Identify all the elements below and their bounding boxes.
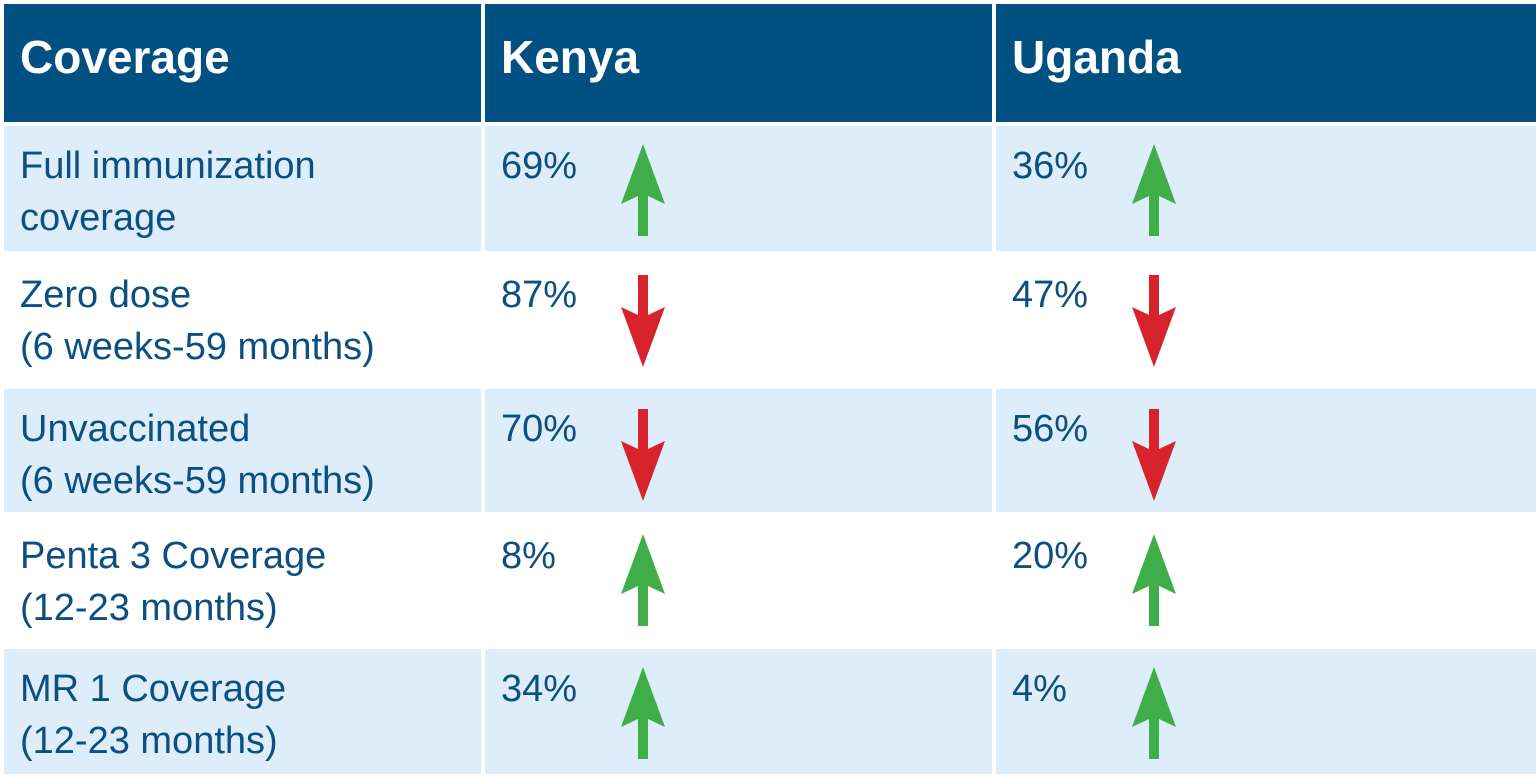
uganda-value: 36%	[1012, 145, 1089, 187]
row-label-cell: Penta 3 Coverage (12-23 months)	[4, 516, 481, 645]
arrow-shape	[1132, 409, 1176, 501]
row-label-cell: Unvaccinated (6 weeks-59 months)	[4, 389, 481, 512]
arrow-shape	[1132, 144, 1176, 236]
kenya-cell: 87%	[485, 255, 992, 385]
kenya-value: 70%	[501, 408, 578, 450]
arrow-up-icon	[621, 534, 665, 626]
row-sublabel: coverage	[20, 197, 177, 239]
uganda-value: 4%	[1012, 668, 1067, 710]
row-label: Unvaccinated	[20, 408, 251, 450]
arrow-up-icon	[621, 667, 665, 759]
arrow-up-icon	[1132, 144, 1176, 236]
uganda-cell: 36%	[996, 126, 1536, 251]
header-kenya: Kenya	[485, 4, 992, 122]
row-label: MR 1 Coverage	[20, 668, 287, 710]
arrow-shape	[621, 667, 665, 759]
uganda-value: 47%	[1012, 274, 1089, 316]
arrow-shape	[621, 534, 665, 626]
arrow-down-icon	[621, 409, 665, 501]
row-sublabel: (12-23 months)	[20, 587, 278, 629]
arrow-shape	[1132, 667, 1176, 759]
arrow-down-icon	[1132, 275, 1176, 367]
kenya-value: 69%	[501, 145, 578, 187]
row-label-cell: MR 1 Coverage (12-23 months)	[4, 649, 481, 774]
arrow-shape	[621, 144, 665, 236]
kenya-value: 8%	[501, 535, 556, 577]
row-sublabel: (6 weeks-59 months)	[20, 460, 375, 502]
uganda-cell: 4%	[996, 649, 1536, 774]
uganda-cell: 47%	[996, 255, 1536, 385]
row-sublabel: (6 weeks-59 months)	[20, 326, 375, 368]
row-label: Zero dose	[20, 274, 192, 316]
header-coverage: Coverage	[4, 4, 481, 122]
arrow-shape	[1132, 275, 1176, 367]
row-label: Penta 3 Coverage	[20, 535, 327, 577]
row-label-cell: Full immunization coverage	[4, 126, 481, 251]
arrow-shape	[621, 275, 665, 367]
arrow-up-icon	[621, 144, 665, 236]
kenya-cell: 34%	[485, 649, 992, 774]
uganda-value: 56%	[1012, 408, 1089, 450]
arrow-shape	[1132, 534, 1176, 626]
uganda-cell: 56%	[996, 389, 1536, 512]
row-sublabel: (12-23 months)	[20, 720, 278, 762]
header-uganda: Uganda	[996, 4, 1536, 122]
uganda-value: 20%	[1012, 535, 1089, 577]
coverage-table: Coverage Kenya Uganda Full immunization c…	[4, 4, 1536, 774]
kenya-value: 87%	[501, 274, 578, 316]
kenya-cell: 8%	[485, 516, 992, 645]
uganda-cell: 20%	[996, 516, 1536, 645]
row-label: Full immunization	[20, 145, 316, 187]
row-label-cell: Zero dose (6 weeks-59 months)	[4, 255, 481, 385]
kenya-cell: 69%	[485, 126, 992, 251]
arrow-up-icon	[1132, 534, 1176, 626]
arrow-up-icon	[1132, 667, 1176, 759]
arrow-shape	[621, 409, 665, 501]
kenya-cell: 70%	[485, 389, 992, 512]
arrow-down-icon	[1132, 409, 1176, 501]
arrow-down-icon	[621, 275, 665, 367]
kenya-value: 34%	[501, 668, 578, 710]
